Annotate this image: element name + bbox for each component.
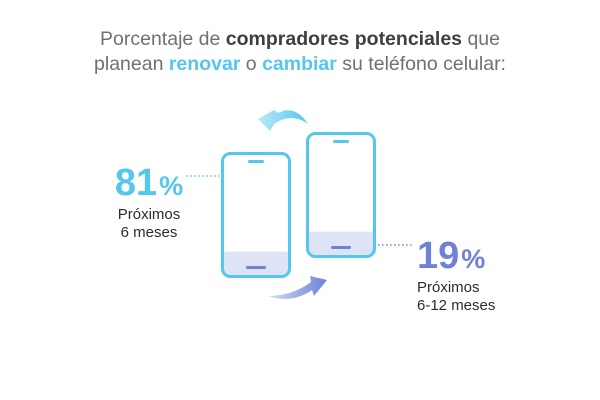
title-highlight-renovar: renovar (168, 53, 241, 75)
cycle-arrow-icon (268, 276, 327, 299)
stat-81-caption-2: 6 meses (120, 224, 178, 241)
phone-b-fill-purple (306, 231, 376, 258)
phone-b-outline (306, 132, 376, 258)
phone-a-speaker (248, 160, 264, 163)
stat-81-caption-1: Próximos (117, 206, 181, 223)
phone-b-button (331, 246, 351, 249)
stat-81-unit: % (159, 171, 184, 201)
title-highlight-cambiar: cambiar (262, 53, 337, 75)
phone-a-outline (221, 152, 291, 278)
title-bold-text: compradores potenciales (225, 28, 463, 50)
stat-19-caption-1: Próximos (417, 279, 480, 296)
phone-b-speaker (333, 140, 349, 143)
stat-81-number: 81 (114, 162, 158, 204)
title-text: su teléfono celular: (336, 53, 506, 75)
cycle-arrow-icon (258, 110, 308, 131)
title-text: planean (94, 53, 169, 75)
stat-19-number: 19 (417, 235, 460, 277)
title-text: que (462, 28, 500, 50)
stat-19: 19% Próximos 6-12 meses (417, 236, 495, 315)
stat-19-value: 19% (417, 236, 495, 279)
stat-19-caption-2: 6-12 meses (417, 297, 496, 314)
phone-icon (306, 132, 376, 258)
title-line-1: Porcentaje de compradores potenciales qu… (0, 27, 600, 52)
phone-a-fill-purple (221, 251, 291, 278)
chart-title: Porcentaje de compradores potenciales qu… (0, 27, 600, 77)
stat-19-unit: % (461, 244, 486, 274)
stat-81: 81% Próximos 6 meses (108, 163, 190, 242)
phone-icon (221, 152, 291, 278)
title-text: o (240, 53, 263, 75)
stat-81-value: 81% (108, 163, 190, 206)
title-text: Porcentaje de (100, 28, 226, 50)
title-line-2: planean renovar o cambiar su teléfono ce… (0, 52, 600, 77)
phone-a-button (246, 266, 266, 269)
